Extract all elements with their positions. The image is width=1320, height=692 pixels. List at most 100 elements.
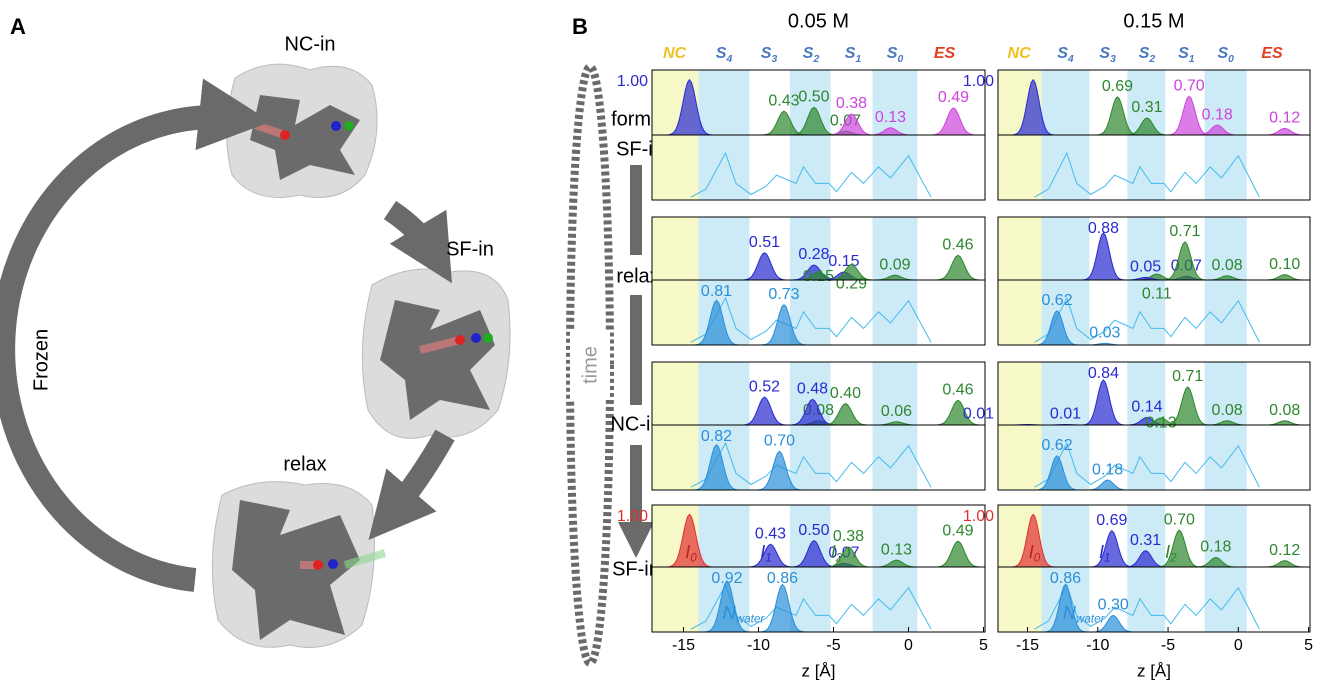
site-band — [872, 217, 918, 345]
state-tag-sub: 2 — [1169, 551, 1177, 564]
site-band — [1127, 505, 1166, 632]
peak-label: 1.00 — [617, 73, 648, 90]
peak-label: 0.08 — [1212, 402, 1243, 419]
x-tick-label: -10 — [747, 637, 770, 654]
ion-peak — [932, 254, 984, 281]
peak-label: 0.13 — [881, 541, 912, 558]
axes-box — [997, 69, 1311, 201]
x-tick-label: -15 — [672, 637, 695, 654]
ion-peak — [1009, 78, 1057, 136]
water-reference — [1034, 583, 1260, 630]
axes-box — [651, 361, 986, 491]
ion-peak — [1261, 274, 1309, 281]
site-label-sub: 0 — [1228, 54, 1234, 65]
peak-label: 0.14 — [1131, 399, 1162, 416]
row-label: SF-in — [612, 558, 660, 580]
ion-peak — [1261, 127, 1309, 136]
site-band — [1127, 362, 1166, 490]
peak-label: 1.00 — [617, 508, 648, 525]
site-label: S0 — [887, 45, 904, 64]
water-peak — [701, 580, 753, 633]
site-label-main: S — [887, 45, 898, 62]
state-tag-main: N — [723, 603, 737, 623]
axes-box — [651, 69, 986, 201]
peak-label: 0.29 — [836, 276, 867, 293]
time-gap — [570, 330, 610, 400]
site-label: ES — [1261, 45, 1283, 62]
x-axis-label: z [Å] — [801, 661, 835, 680]
site-label-sub: 1 — [855, 54, 861, 65]
peak-label: 0.30 — [1098, 597, 1129, 614]
peak-label: 0.51 — [749, 234, 780, 251]
peak-label: 0.46 — [942, 237, 973, 254]
column-title: 0.05 M — [788, 10, 849, 32]
axes-box — [997, 361, 1311, 491]
peak-label: 0.62 — [1041, 292, 1072, 309]
peak-label: 0.43 — [755, 526, 786, 543]
site-label-sub: 3 — [771, 54, 777, 65]
cycle-arrow — [0, 78, 271, 592]
site-label: NC — [663, 45, 687, 62]
peak-label: 0.69 — [1102, 78, 1133, 95]
peak-label: 0.86 — [1050, 570, 1081, 587]
peak-label: 0.48 — [797, 381, 828, 398]
state-label: SF-in — [446, 238, 494, 260]
x-tick-label: 5 — [1304, 637, 1313, 654]
site-band — [872, 505, 918, 632]
site-label-main: ES — [934, 45, 956, 62]
axes-box — [997, 216, 1311, 346]
peak-label: 0.62 — [1041, 437, 1072, 454]
peak-label: 0.18 — [1200, 539, 1231, 556]
site-label-sub: 3 — [1110, 54, 1116, 65]
peak-label: 0.11 — [1142, 285, 1172, 302]
site-label: S2 — [803, 45, 820, 64]
site-band — [1041, 362, 1090, 490]
site-label-main: S — [1099, 45, 1110, 62]
axes-box — [651, 216, 986, 346]
site-label: S1 — [1178, 45, 1195, 64]
water-reference — [1034, 151, 1260, 198]
site-band — [790, 217, 831, 345]
peak-label: 0.13 — [875, 109, 906, 126]
x-tick-label: 5 — [979, 637, 988, 654]
column-title: 0.15 M — [1123, 10, 1184, 32]
peak-label: 0.01 — [1050, 406, 1081, 423]
peak-label: 0.82 — [701, 428, 732, 445]
cycle-label: Frozen — [30, 329, 52, 391]
peak-label: 0.52 — [749, 378, 780, 395]
state-tag-sub: 1 — [1104, 551, 1111, 564]
peak-label: 0.50 — [798, 522, 829, 539]
state-tag-sub: 0 — [690, 551, 697, 564]
state-tag-main: I — [685, 542, 690, 562]
peak-label: 0.92 — [711, 570, 742, 587]
state-tag: Nwater — [1063, 603, 1106, 626]
state-tag-main: I — [1029, 542, 1034, 562]
x-tick-label: -10 — [1086, 637, 1109, 654]
peak-label: 0.18 — [1202, 106, 1233, 123]
site-label: S3 — [761, 45, 778, 64]
site-label-main: NC — [1008, 45, 1032, 62]
peak-label: 0.49 — [942, 522, 973, 539]
x-tick-label: 0 — [904, 637, 913, 654]
site-band — [1204, 217, 1247, 345]
x-axis-label: z [Å] — [1137, 661, 1171, 680]
peak-label: 0.71 — [1169, 223, 1200, 240]
state-tag-main: N — [1063, 603, 1077, 623]
peak-label: 0.28 — [798, 246, 829, 263]
state-tag: I2 — [1165, 542, 1177, 565]
x-tick-label: -15 — [1016, 637, 1039, 654]
peak-label: 1.00 — [963, 73, 994, 90]
peak-label: 0.03 — [1089, 325, 1120, 342]
state-tag-main: I — [1099, 542, 1104, 562]
x-tick-label: -5 — [1161, 637, 1175, 654]
state-label: relax — [283, 453, 326, 475]
state-tag: I1 — [1099, 542, 1111, 565]
water-peak — [1083, 479, 1132, 491]
site-label-main: S — [845, 45, 856, 62]
peak-label: 0.70 — [1174, 78, 1205, 95]
site-label-sub: 4 — [725, 54, 732, 65]
peak-label: 0.38 — [833, 528, 864, 545]
site-label-sub: 0 — [897, 54, 903, 65]
peak-label: 0.08 — [1269, 402, 1300, 419]
site-label: S1 — [845, 45, 862, 64]
